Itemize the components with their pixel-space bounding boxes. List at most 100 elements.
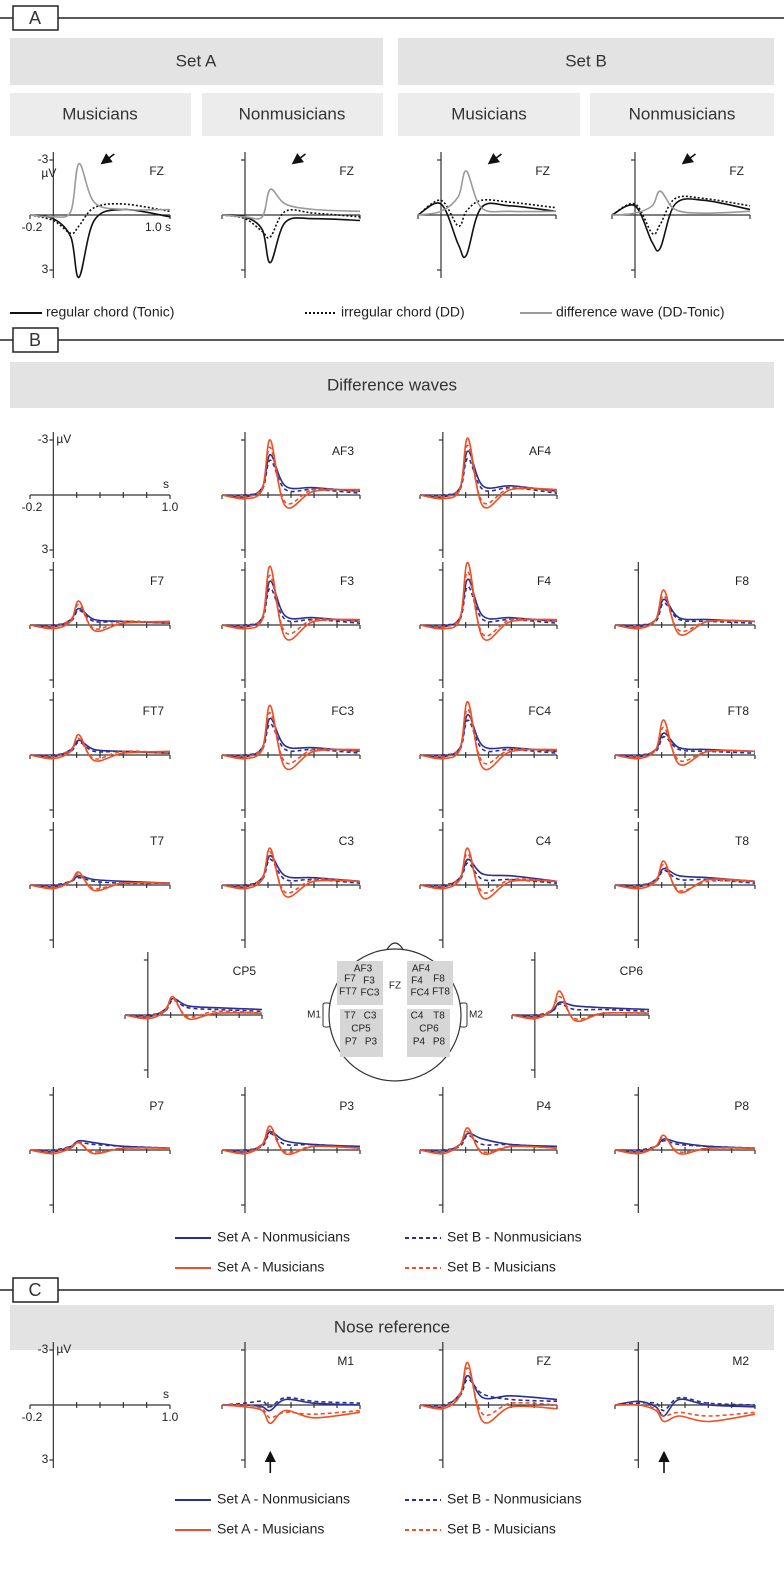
legend-label: Set A - Musicians	[217, 1259, 324, 1275]
waveform	[29, 737, 171, 760]
waveform	[124, 995, 263, 1021]
x-tick-label: 1.0	[162, 500, 179, 514]
region	[340, 1009, 383, 1057]
electrode-site: F3	[363, 976, 375, 987]
waveform	[29, 1141, 171, 1153]
y-unit: µV	[56, 432, 71, 446]
waveform	[614, 1396, 756, 1412]
waveform	[419, 853, 558, 894]
waveform	[419, 1130, 558, 1154]
set-box	[398, 38, 774, 85]
electrode-label: F7	[150, 574, 164, 588]
electrode-label: FT8	[728, 704, 750, 718]
waveform	[221, 1396, 361, 1408]
waveform	[29, 871, 171, 892]
section-box	[12, 5, 59, 31]
region	[407, 961, 453, 1005]
waveform	[614, 594, 756, 633]
waveform	[221, 574, 361, 635]
section-label: A	[29, 8, 41, 28]
waveform	[29, 604, 171, 630]
electrode-label: FZ	[535, 164, 550, 178]
waveform	[614, 1136, 756, 1154]
waveform	[221, 1403, 361, 1419]
section-box	[12, 1277, 59, 1303]
electrode-label: T8	[735, 834, 749, 848]
electrode-site: FC3	[361, 988, 380, 999]
waveform	[29, 873, 171, 890]
waveform	[614, 726, 756, 763]
waveform	[419, 444, 558, 505]
region	[407, 1009, 450, 1057]
electrode-site: AF4	[412, 964, 431, 975]
waveform	[419, 561, 558, 641]
electrode-site: M2	[469, 1010, 483, 1021]
electrode-label: M2	[732, 1354, 749, 1368]
waveform	[614, 869, 756, 887]
y-unit: µV	[41, 166, 56, 180]
electrode-label: M1	[337, 1354, 354, 1368]
waveform	[29, 162, 171, 218]
electrode-label: FZ	[536, 1354, 551, 1368]
x-unit: s	[163, 477, 169, 491]
electrode-label: P4	[536, 1099, 551, 1113]
waveform	[221, 1132, 361, 1152]
electrode-label: C3	[339, 834, 355, 848]
region	[337, 961, 383, 1005]
waveform	[614, 602, 756, 627]
group-box	[398, 93, 580, 136]
waveform	[614, 589, 756, 636]
waveform	[221, 1129, 361, 1154]
electrode-site: F7	[344, 974, 356, 985]
electrode-site: P8	[433, 1037, 446, 1048]
electrode-label: FT7	[143, 704, 165, 718]
waveform	[221, 188, 361, 220]
legend-label: irregular chord (DD)	[341, 304, 465, 320]
group-box	[10, 93, 191, 136]
electrode-label: FZ	[149, 164, 164, 178]
waveform	[221, 214, 361, 264]
electrode-site: T8	[433, 1011, 445, 1022]
waveform	[221, 446, 361, 505]
group-title: Musicians	[62, 104, 138, 123]
waveform	[419, 701, 558, 771]
electrode-site: FZ	[389, 981, 401, 992]
waveform	[419, 1367, 558, 1417]
electrode-label: C4	[536, 834, 552, 848]
group-title: Musicians	[451, 104, 527, 123]
electrode-label: F3	[340, 574, 354, 588]
electrode-label: T7	[150, 834, 164, 848]
waveform	[221, 704, 361, 771]
electrode-label: P7	[149, 1099, 164, 1113]
waveform	[221, 587, 361, 627]
waveform	[221, 1125, 361, 1156]
legend-label: Set B - Musicians	[447, 1259, 556, 1275]
electrode-label: AF4	[529, 444, 551, 458]
waveform	[221, 209, 361, 239]
waveform	[221, 1404, 361, 1425]
electrode-site: P7	[345, 1037, 358, 1048]
waveform	[221, 851, 361, 894]
waveform	[419, 862, 558, 887]
x-tick-label: -0.2	[22, 1410, 43, 1424]
x-tick-label: 1.0 s	[145, 220, 171, 234]
waveform	[221, 712, 361, 765]
electrode-site: T7	[344, 1011, 356, 1022]
title-box	[10, 1305, 774, 1350]
waveform	[29, 734, 171, 762]
waveform	[124, 999, 263, 1017]
group-box	[590, 93, 774, 136]
legend-label: Set B - Nonmusicians	[447, 1229, 582, 1245]
electrode-label: P3	[339, 1099, 354, 1113]
electrode-label: F4	[537, 574, 551, 588]
electrode-site: AF3	[354, 964, 373, 975]
waveform	[419, 1361, 558, 1424]
waveform	[611, 198, 751, 252]
waveform	[614, 863, 756, 892]
waveform	[221, 439, 361, 509]
group-box	[202, 93, 383, 136]
electrode-site: M1	[307, 1010, 321, 1021]
electrode-site: C4	[411, 1011, 424, 1022]
electrode-label: FC4	[528, 704, 551, 718]
